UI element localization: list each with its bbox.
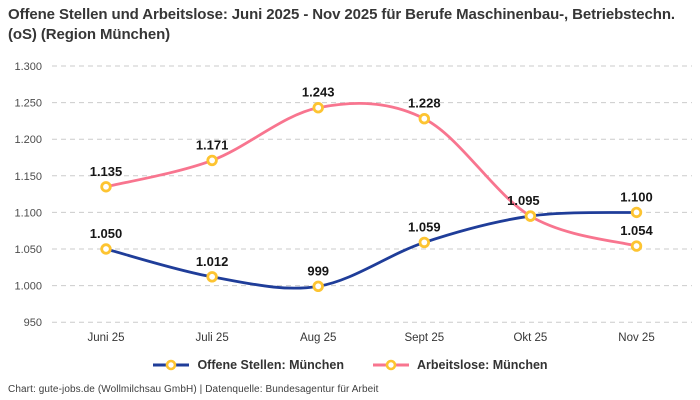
legend-label: Arbeitslose: München bbox=[416, 358, 548, 372]
x-axis-tick-label: Aug 25 bbox=[300, 332, 336, 344]
series-line-arbeitslose-munchen bbox=[104, 101, 638, 248]
x-axis-tick-label: Nov 25 bbox=[618, 332, 654, 344]
data-point-label: 1.054 bbox=[620, 223, 653, 238]
legend-marker-dot bbox=[166, 359, 177, 371]
data-point-marker-arbeitslose-munchen[interactable] bbox=[100, 181, 112, 193]
x-axis-tick-label: Juli 25 bbox=[195, 332, 228, 344]
legend-line-marker-icon bbox=[372, 359, 409, 371]
data-point-label: 1.135 bbox=[90, 164, 123, 179]
y-axis-tick-label: 1.000 bbox=[14, 281, 42, 293]
x-axis-tick-label: Okt 25 bbox=[513, 332, 547, 344]
y-axis-tick-label: 1.250 bbox=[14, 98, 42, 110]
x-axis-tick-label: Sept 25 bbox=[404, 332, 444, 344]
y-axis-tick-label: 1.050 bbox=[14, 244, 42, 256]
legend-marker-dot bbox=[385, 359, 397, 371]
data-point-marker-offene-stellen-munchen[interactable] bbox=[418, 236, 431, 249]
data-point-label: 1.228 bbox=[408, 96, 441, 111]
data-point-marker-arbeitslose-munchen[interactable] bbox=[418, 113, 431, 125]
legend-item-offene-stellen-munchen[interactable]: Offene Stellen: München bbox=[152, 358, 344, 372]
data-point-label: 999 bbox=[307, 263, 329, 278]
data-point-label: 1.012 bbox=[196, 254, 229, 269]
series-line-offene-stellen-munchen bbox=[104, 211, 638, 290]
data-point-marker-arbeitslose-munchen[interactable] bbox=[630, 240, 643, 252]
data-point-label: 1.095 bbox=[507, 193, 540, 208]
data-point-marker-offene-stellen-munchen[interactable] bbox=[206, 271, 218, 283]
data-point-label: 1.171 bbox=[196, 137, 229, 152]
data-point-marker-arbeitslose-munchen[interactable] bbox=[524, 210, 537, 222]
y-axis-tick-label: 1.100 bbox=[14, 207, 42, 219]
y-axis-tick-label: 1.300 bbox=[14, 61, 42, 73]
legend-item-arbeitslose-munchen[interactable]: Arbeitslose: München bbox=[372, 358, 548, 372]
y-axis-tick-label: 1.200 bbox=[14, 134, 42, 146]
y-axis-tick-label: 950 bbox=[24, 317, 42, 329]
data-point-label: 1.243 bbox=[302, 85, 335, 100]
data-point-label: 1.050 bbox=[90, 226, 123, 241]
data-point-marker-offene-stellen-munchen[interactable] bbox=[100, 243, 112, 255]
data-point-label: 1.100 bbox=[620, 189, 653, 204]
data-point-label: 1.059 bbox=[408, 219, 441, 234]
data-point-marker-arbeitslose-munchen[interactable] bbox=[206, 154, 218, 167]
data-point-marker-offene-stellen-munchen[interactable] bbox=[630, 206, 643, 219]
y-axis-tick-label: 1.150 bbox=[14, 171, 42, 183]
chart-title: Offene Stellen und Arbeitslose: Juni 202… bbox=[8, 6, 675, 43]
chart-footer: Chart: gute-jobs.de (Wollmilchsau GmbH) … bbox=[8, 384, 379, 395]
chart-legend: Offene Stellen: München Arbeitslose: Münc… bbox=[0, 358, 700, 372]
data-point-marker-offene-stellen-munchen[interactable] bbox=[312, 280, 324, 293]
data-point-marker-arbeitslose-munchen[interactable] bbox=[312, 102, 324, 114]
legend-label: Offene Stellen: München bbox=[197, 358, 344, 372]
legend-line-marker-icon bbox=[153, 359, 190, 371]
x-axis-tick-label: Juni 25 bbox=[87, 332, 124, 344]
